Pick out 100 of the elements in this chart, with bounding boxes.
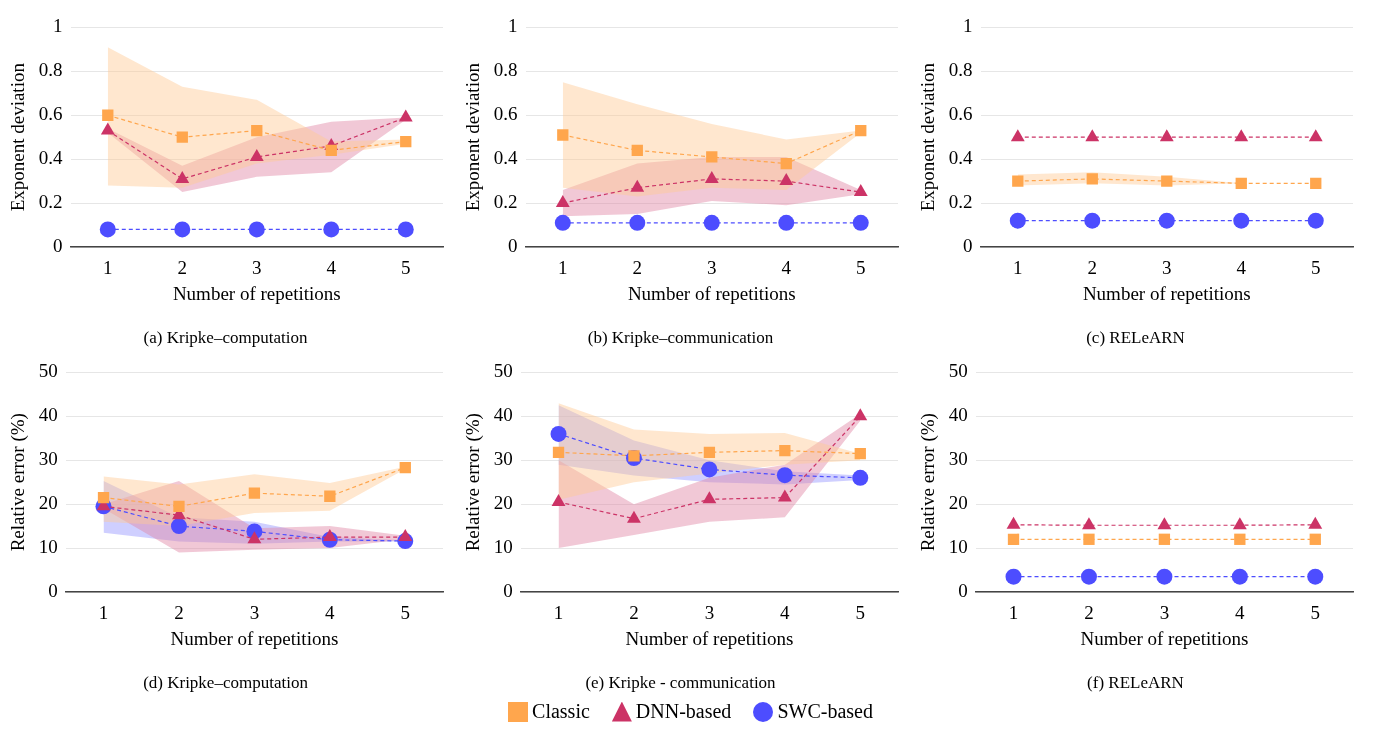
x-tick-label: 1: [103, 257, 113, 279]
point: [780, 157, 792, 170]
point: [1080, 568, 1097, 585]
y-tick-label: 50: [38, 360, 58, 382]
y-tick-label: 0: [53, 234, 63, 256]
point: [399, 462, 411, 474]
y-tick-label: 0: [958, 579, 968, 601]
x-tick-label: 1: [553, 602, 564, 624]
point: [173, 500, 185, 513]
point: [1085, 129, 1100, 142]
point: [550, 425, 567, 442]
point: [779, 444, 791, 457]
point: [704, 170, 719, 183]
x-axis-title: Number of repetitions: [1082, 283, 1251, 305]
point: [1156, 568, 1173, 585]
point: [1158, 212, 1175, 229]
y-tick-label: 40: [38, 404, 58, 426]
y-axis-title: Exponent deviation: [7, 62, 29, 212]
point: [397, 221, 414, 238]
y-tick-label: 1: [963, 15, 973, 37]
point: [1308, 516, 1323, 529]
x-tick-label: 5: [855, 602, 866, 624]
x-axis-title: Number of repetitions: [170, 628, 339, 650]
y-axis-title: Exponent deviation: [462, 62, 484, 212]
point: [630, 179, 645, 192]
x-tick-label: 3: [1162, 257, 1172, 279]
point: [779, 173, 794, 186]
point: [1005, 568, 1022, 585]
x-tick-label: 4: [325, 602, 336, 624]
x-tick-label: 1: [1008, 602, 1019, 624]
y-tick-label: 40: [493, 404, 513, 426]
text: (f) RELeARN: [1087, 673, 1184, 693]
point: [1007, 533, 1020, 545]
point: [99, 221, 116, 238]
y-tick-label: 30: [948, 448, 968, 470]
point: [398, 109, 413, 122]
y-tick-label: 0.6: [948, 103, 973, 125]
y-tick-label: 10: [493, 536, 513, 558]
point: [1308, 129, 1323, 142]
point: [854, 448, 866, 460]
point: [1083, 533, 1095, 545]
x-axis-title: Number of repetitions: [172, 283, 341, 305]
y-tick-label: 0: [48, 579, 58, 601]
point: [1234, 129, 1249, 142]
point: [1232, 517, 1247, 530]
point: [777, 489, 792, 502]
y-tick-label: 0.8: [493, 59, 518, 81]
y-tick-label: 20: [948, 492, 968, 514]
y-tick-label: 0.8: [948, 59, 973, 81]
x-tick-label: 5: [1311, 257, 1321, 279]
point: [551, 493, 566, 506]
x-tick-label: 1: [1013, 257, 1023, 279]
x-tick-label: 2: [1087, 257, 1098, 279]
y-tick-label: 0: [963, 234, 973, 256]
y-tick-label: 20: [38, 492, 58, 514]
x-tick-label: 4: [1236, 257, 1247, 279]
x-tick-label: 5: [1310, 602, 1321, 624]
x-axis-title: Number of repetitions: [625, 628, 794, 650]
point: [706, 151, 718, 163]
y-tick-label: 0.2: [38, 191, 63, 213]
point: [324, 490, 336, 502]
legend-label: DNN-based: [635, 700, 732, 723]
y-tick-label: 0.6: [493, 103, 518, 125]
y-tick-label: 0.2: [948, 191, 973, 213]
y-tick-label: 10: [38, 536, 58, 558]
x-tick-label: 3: [1159, 602, 1170, 624]
y-tick-label: 0: [508, 234, 518, 256]
point: [1231, 568, 1248, 585]
x-tick-label: 4: [781, 257, 792, 279]
point: [398, 529, 413, 542]
legend-label: Classic: [532, 700, 590, 723]
x-tick-label: 2: [177, 257, 188, 279]
point: [1309, 533, 1321, 545]
point: [1310, 177, 1322, 189]
x-axis-title: Number of repetitions: [627, 283, 796, 305]
y-tick-label: 1: [53, 15, 63, 37]
point: [1307, 568, 1324, 585]
x-tick-label: 5: [400, 602, 411, 624]
point: [322, 529, 337, 542]
point: [1084, 212, 1101, 229]
point: [855, 124, 867, 137]
point: [1010, 129, 1025, 142]
x-tick-label: 5: [856, 257, 866, 279]
point: [776, 467, 793, 484]
y-tick-label: 30: [38, 448, 58, 470]
legend-label: SWC-based: [777, 700, 873, 723]
point: [552, 446, 565, 458]
y-tick-label: 0.6: [38, 103, 63, 125]
x-tick-label: 4: [780, 602, 791, 624]
point: [1233, 212, 1250, 229]
x-tick-label: 4: [1235, 602, 1246, 624]
y-tick-label: 20: [493, 492, 513, 514]
point: [97, 491, 110, 504]
point: [1157, 517, 1172, 530]
x-tick-label: 3: [249, 602, 260, 624]
point: [248, 487, 261, 499]
point: [1012, 175, 1024, 187]
text: (d) Kripke–computation: [143, 673, 309, 693]
point: [557, 129, 569, 141]
point: [1009, 212, 1026, 229]
